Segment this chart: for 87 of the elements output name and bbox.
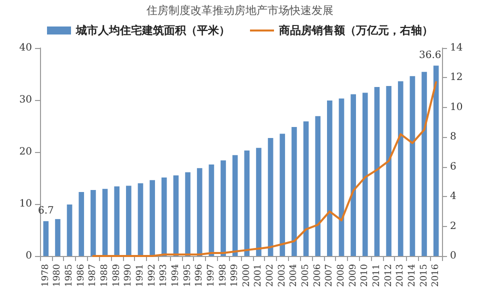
x-tick-label: 1994 [170,264,181,287]
x-tick-label: 1993 [159,264,170,287]
bar [232,155,238,256]
y2-tick-label: 10 [450,102,463,113]
bar [303,121,309,256]
bar [422,72,427,256]
bar [126,186,132,256]
x-tick-label: 2001 [254,264,264,287]
bar [398,81,404,256]
x-tick-label: 2014 [407,264,418,287]
x-tick-label: 2009 [348,264,358,287]
bar [66,204,72,256]
x-tick-label: 2013 [396,264,406,287]
bar [410,76,416,256]
bar [350,94,356,256]
x-tick-label: 1991 [136,264,146,287]
x-tick-label: 1980 [52,264,63,287]
x-tick-label: 1997 [206,264,216,287]
x-tick-label: 1998 [218,264,228,287]
x-tick-label: 1990 [124,264,134,287]
bar [386,86,392,256]
x-tick-label: 2010 [360,264,370,287]
x-tick-label: 1992 [147,264,158,287]
bar [292,127,297,256]
bar [161,177,167,256]
y-tick-label: 20 [19,146,32,158]
x-tick-label: 2016 [431,264,442,287]
bar [362,92,368,256]
bar [315,116,321,256]
bar [196,168,202,256]
bar [433,66,439,256]
y2-tick-label: 14 [450,42,463,54]
legend-label: 城市人均住宅建筑面积（平米） [75,24,230,37]
bar [256,148,262,256]
line-series [92,81,438,257]
x-tick-label: 2007 [324,264,335,287]
y-tick-label: 0 [26,250,32,262]
x-tick-label: 2005 [301,264,312,287]
x-tick-label: 2015 [419,264,430,287]
x-tick-label: 2006 [312,264,323,287]
bar [268,138,274,256]
bar [90,190,96,256]
bar [374,87,380,256]
y2-tick-label: 8 [450,132,456,143]
x-tick-label: 1978 [40,264,51,287]
bar [150,180,155,256]
y-tick-label: 40 [19,42,32,54]
bar [55,219,60,256]
bar [338,98,344,256]
y2-tick-label: 12 [450,72,463,84]
x-tick-label: 1986 [76,264,86,287]
bar [114,186,120,256]
x-tick-label: 2004 [289,264,300,287]
x-tick-label: 2012 [384,264,394,287]
x-tick-label: 2003 [277,264,288,287]
x-tick-label: 1985 [64,264,75,287]
y-tick-label: 30 [19,94,32,106]
x-tick-label: 1999 [230,264,240,287]
data-label: 36.6 [418,50,442,62]
legend-label: 商品房销售额（万亿元，右轴） [278,24,433,37]
data-label: 6.7 [38,206,54,217]
y2-tick-label: 6 [450,161,456,172]
bar [220,160,226,256]
bar [78,192,84,256]
bar [43,221,49,256]
bar [280,134,286,256]
bar [327,100,332,256]
bar [102,188,108,256]
y-tick-label: 10 [19,198,32,210]
bar [185,172,190,256]
x-tick-label: 1995 [182,264,193,287]
x-tick-label: 1987 [88,264,98,287]
bar [208,164,214,256]
x-tick-label: 1989 [112,264,122,287]
y2-tick-label: 2 [450,220,456,232]
x-tick-label: 2011 [372,264,382,287]
x-tick-label: 2000 [242,264,252,287]
y2-tick-label: 0 [450,250,456,262]
x-tick-label: 2002 [266,264,276,287]
x-tick-label: 1988 [100,264,110,287]
bar [138,183,144,256]
bar [244,150,250,256]
bar [173,175,179,256]
x-tick-label: 1996 [194,264,205,287]
y2-tick-label: 4 [450,191,456,202]
chart-title: 住房制度改革推动房地产市场快速发展 [146,4,334,17]
x-tick-label: 2008 [336,264,346,287]
